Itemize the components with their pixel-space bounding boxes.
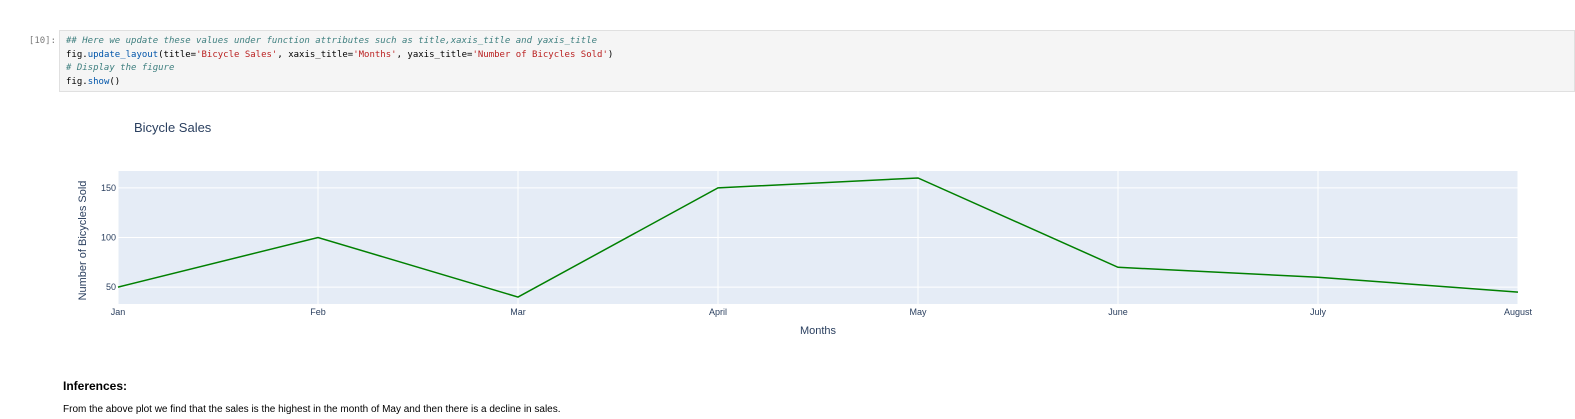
code-cell[interactable]: ## Here we update these values under fun… (59, 30, 1575, 92)
y-tick-label: 50 (106, 282, 116, 292)
chart-title: Bicycle Sales (134, 120, 212, 135)
code-comment-1: ## Here we update these values under fun… (66, 36, 598, 46)
code-line-4: fig.show() (66, 76, 121, 87)
x-axis-title: Months (800, 325, 837, 337)
x-tick-label: August (1504, 307, 1533, 317)
x-tick-label: June (1108, 307, 1128, 317)
y-axis-title: Number of Bicycles Sold (77, 181, 89, 301)
inferences-heading: Inferences: (63, 379, 128, 393)
x-tick-label: Mar (510, 307, 526, 317)
x-tick-label: July (1310, 307, 1327, 317)
series-line[interactable] (117, 177, 1519, 298)
y-tick-label: 150 (101, 183, 116, 193)
code-comment-3: # Display the figure (66, 63, 175, 73)
y-tick-label: 100 (101, 233, 116, 243)
cell-prompt: [10]: (28, 36, 56, 46)
x-tick-label: May (909, 307, 927, 317)
x-tick-label: April (709, 307, 727, 317)
inferences-text: From the above plot we find that the sal… (63, 404, 561, 415)
tick-labels: Jan Feb Mar April May June July August 50 100 150 (101, 183, 1533, 317)
code-line-2: fig.update_layout(title='Bicycle Sales',… (66, 49, 614, 60)
x-tick-label: Feb (310, 307, 326, 317)
x-tick-label: Jan (111, 307, 126, 317)
